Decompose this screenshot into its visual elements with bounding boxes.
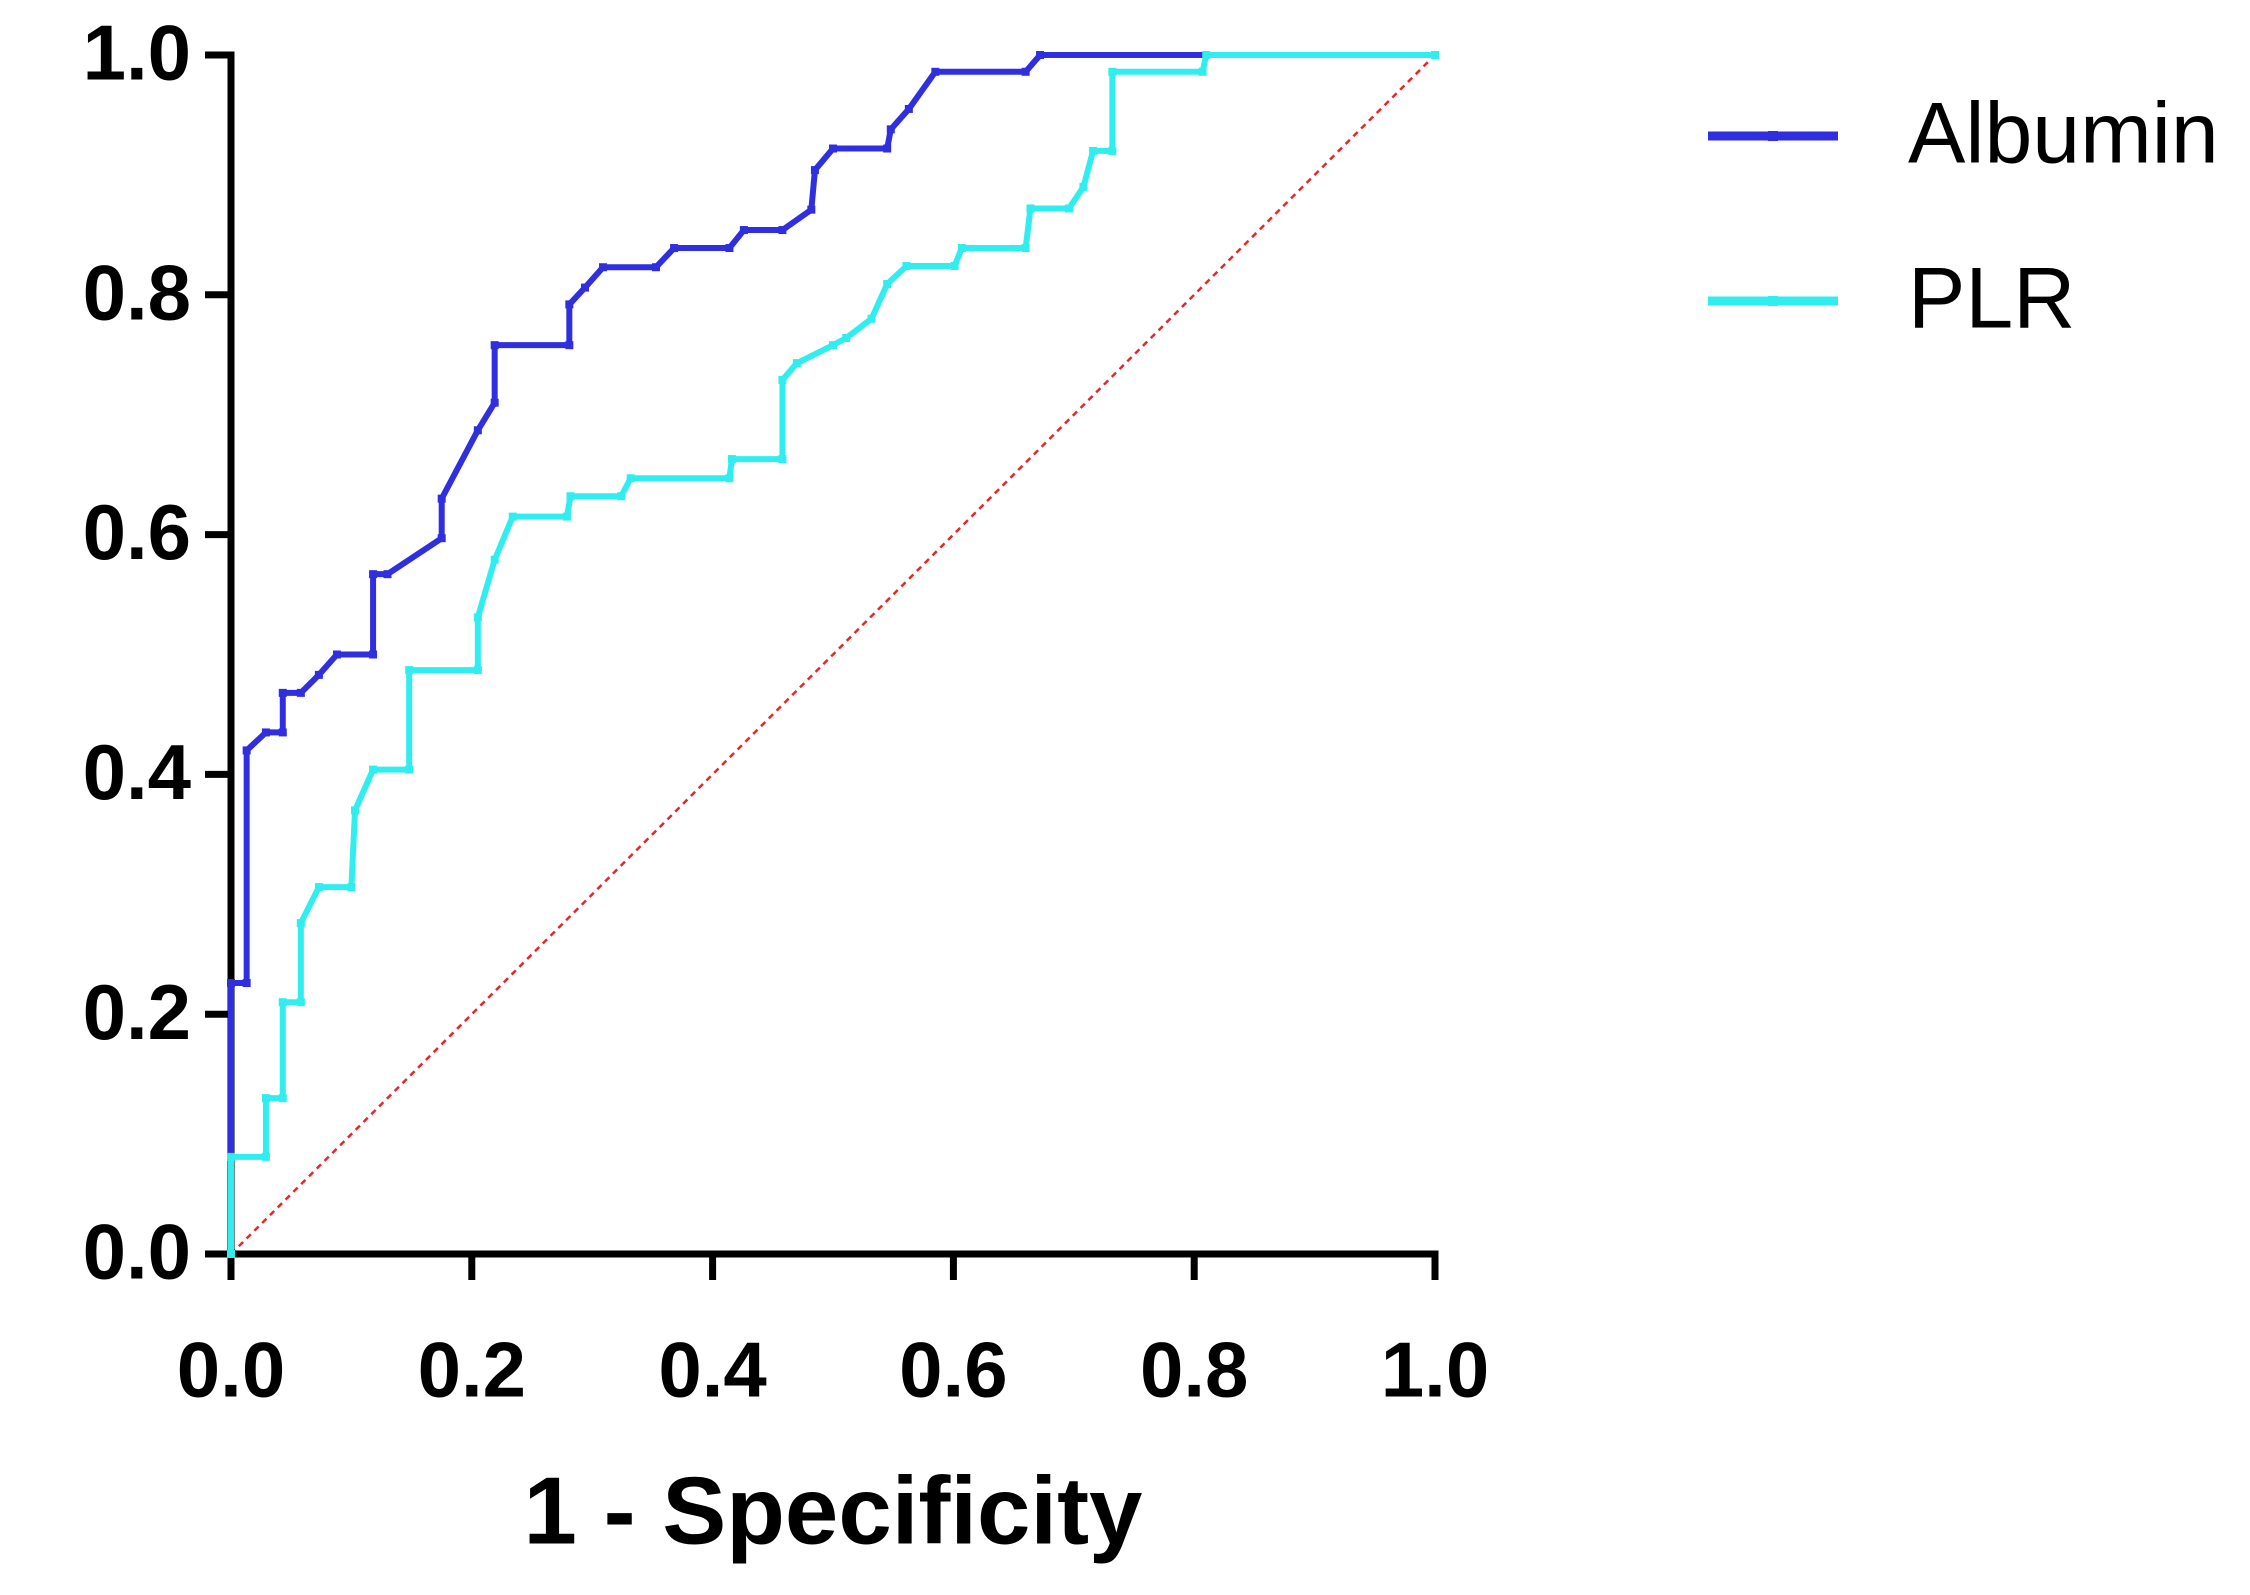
point-marker xyxy=(227,979,235,988)
point-marker xyxy=(883,144,892,153)
point-marker xyxy=(950,262,959,271)
point-marker xyxy=(792,359,801,368)
point-marker xyxy=(1026,204,1035,213)
reference-line xyxy=(230,54,1436,1255)
point-marker xyxy=(227,1250,235,1258)
point-marker xyxy=(405,666,414,675)
point-marker xyxy=(278,1094,287,1103)
point-marker xyxy=(599,263,608,272)
legend-marker xyxy=(1768,296,1778,306)
y-tick-label: 0.0 xyxy=(83,1208,191,1296)
point-marker xyxy=(829,144,837,153)
point-marker xyxy=(314,670,323,679)
point-marker xyxy=(562,512,571,521)
point-marker xyxy=(1036,51,1045,59)
point-marker xyxy=(347,883,356,892)
point-marker xyxy=(1108,67,1117,76)
point-marker xyxy=(1108,146,1117,155)
point-marker xyxy=(405,765,414,774)
point-marker xyxy=(778,455,787,464)
point-marker xyxy=(332,650,341,659)
point-marker xyxy=(1431,51,1439,59)
point-marker xyxy=(842,333,851,342)
point-marker xyxy=(565,341,574,350)
x-tick-label: 0.2 xyxy=(418,1326,526,1414)
x-tick-label: 0.4 xyxy=(658,1326,766,1414)
point-marker xyxy=(778,226,787,235)
legend-label: Albumin xyxy=(1908,86,2219,182)
point-marker xyxy=(626,474,635,483)
point-marker xyxy=(473,426,482,435)
point-marker xyxy=(1021,67,1030,76)
point-marker xyxy=(902,262,911,271)
point-marker xyxy=(261,728,270,737)
point-marker xyxy=(351,806,360,815)
point-marker xyxy=(314,883,323,892)
point-marker xyxy=(957,244,966,253)
point-marker xyxy=(261,1152,270,1161)
point-marker xyxy=(883,280,892,289)
point-marker xyxy=(727,455,736,464)
legend-label: PLR xyxy=(1908,251,2075,347)
point-marker xyxy=(383,570,392,579)
point-marker xyxy=(725,244,734,253)
point-marker xyxy=(1079,182,1088,191)
x-tick-label: 1.0 xyxy=(1381,1326,1489,1414)
roc-curve xyxy=(228,52,1435,1254)
x-tick-label: 0.0 xyxy=(177,1326,285,1414)
point-marker xyxy=(437,534,446,543)
x-tick-label: 0.6 xyxy=(899,1326,1007,1414)
point-marker xyxy=(810,166,819,175)
point-marker xyxy=(369,570,378,579)
y-tick-label: 0.4 xyxy=(83,728,191,816)
point-marker xyxy=(725,474,734,483)
x-tick-label: 0.8 xyxy=(1140,1326,1248,1414)
point-marker xyxy=(278,728,287,737)
point-marker xyxy=(931,67,940,76)
point-marker xyxy=(670,244,679,253)
point-marker xyxy=(296,688,305,697)
point-marker xyxy=(369,765,378,774)
point-marker xyxy=(904,104,913,113)
point-marker xyxy=(490,398,499,407)
point-marker xyxy=(369,650,378,659)
point-marker xyxy=(490,555,499,564)
point-marker xyxy=(1198,67,1207,76)
point-marker xyxy=(886,125,895,134)
point-marker xyxy=(778,375,787,384)
point-marker xyxy=(227,1152,235,1161)
point-marker xyxy=(296,998,305,1007)
point-marker xyxy=(473,666,482,675)
point-marker xyxy=(437,494,446,503)
point-marker xyxy=(261,1094,270,1103)
y-tick-label: 0.2 xyxy=(83,968,191,1056)
y-tick-label: 1.0 xyxy=(83,9,191,97)
point-marker xyxy=(829,341,837,350)
point-marker xyxy=(652,263,661,272)
point-marker xyxy=(242,746,251,755)
point-marker xyxy=(739,226,748,235)
y-tick-label: 0.8 xyxy=(83,248,191,336)
point-marker xyxy=(242,979,251,988)
point-marker xyxy=(807,205,816,214)
point-marker xyxy=(867,314,876,323)
point-marker xyxy=(1064,204,1073,213)
point-marker xyxy=(566,492,575,501)
point-marker xyxy=(1202,51,1211,59)
point-marker xyxy=(490,341,499,350)
point-marker xyxy=(617,492,626,501)
y-tick-label: 0.6 xyxy=(83,488,191,576)
point-marker xyxy=(296,919,305,928)
point-marker xyxy=(278,998,287,1007)
point-marker xyxy=(1089,146,1098,155)
point-marker xyxy=(1021,244,1030,253)
point-marker xyxy=(565,300,574,309)
x-axis-title: 1 - Specificity xyxy=(524,1457,1143,1564)
point-marker xyxy=(278,688,287,697)
point-marker xyxy=(473,613,482,622)
point-marker xyxy=(580,283,589,292)
point-marker xyxy=(508,512,517,521)
legend-marker xyxy=(1768,131,1778,141)
